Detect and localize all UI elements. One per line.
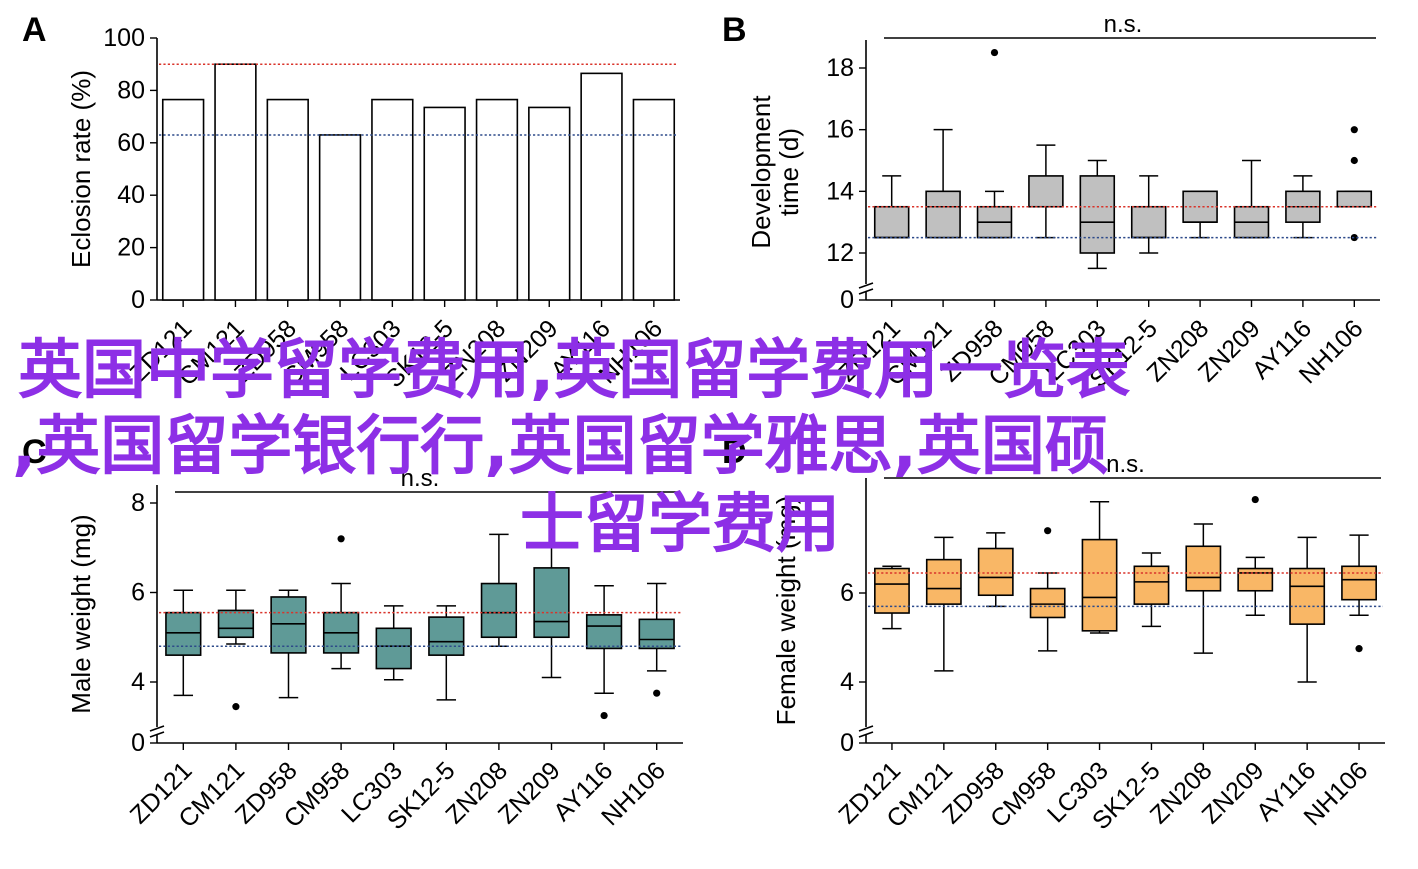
y-tick-label: 8 [131, 489, 145, 517]
box [925, 190, 961, 239]
axis-break-mark [858, 725, 874, 732]
y-tick-label: 0 [131, 286, 145, 314]
bar [214, 63, 257, 301]
axis-break-mark [149, 725, 165, 732]
box [873, 205, 910, 239]
box [428, 616, 465, 656]
box [585, 614, 623, 650]
y-tick-label: 6 [840, 579, 854, 607]
box [165, 611, 202, 656]
box [375, 627, 412, 670]
box [1130, 205, 1167, 239]
y-tick-label: 0 [840, 729, 854, 757]
outlier-point [1044, 527, 1052, 535]
bar [318, 134, 362, 301]
box [1029, 587, 1066, 619]
y-axis-label-line: Development [746, 95, 776, 249]
outlier-point [232, 703, 240, 711]
y-axis-label: Male weight (mg) [66, 514, 96, 713]
bar [371, 98, 414, 301]
y-tick-label: 20 [117, 234, 145, 262]
y-axis-label: Eclosion rate (%) [66, 70, 96, 268]
box [1341, 565, 1377, 601]
box [1185, 545, 1222, 592]
box [638, 618, 675, 650]
box [270, 596, 307, 654]
box [1336, 190, 1373, 208]
axis-break-mark [858, 731, 874, 738]
box [1028, 175, 1064, 208]
y-tick-label: 0 [840, 286, 854, 314]
y-tick-label: 18 [826, 54, 854, 82]
bar [423, 106, 466, 301]
bar [161, 98, 205, 301]
y-tick-label: 60 [117, 129, 145, 157]
y-tick-label: 16 [826, 116, 854, 144]
y-axis-label-line: time (d) [774, 128, 804, 216]
box [217, 609, 255, 639]
y-tick-label: 80 [117, 76, 145, 104]
significance-label: n.s. [1106, 451, 1145, 478]
panel-letter: A [22, 11, 47, 49]
outlier-point [990, 48, 999, 57]
y-tick-label: 4 [131, 668, 145, 696]
y-tick-label: 6 [131, 579, 145, 607]
box [1237, 567, 1274, 592]
box [533, 567, 570, 639]
outlier-point [337, 535, 345, 543]
outlier-point [1355, 645, 1363, 653]
box [1289, 567, 1326, 625]
axis-break-mark [858, 288, 874, 295]
y-axis-label: Developmenttime (d) [746, 95, 804, 249]
box [480, 582, 518, 639]
bar [528, 106, 571, 301]
outlier-point [653, 689, 661, 697]
bar [266, 98, 309, 301]
outlier-point [1350, 156, 1358, 165]
outlier-point [1350, 233, 1358, 242]
y-tick-label: 14 [826, 177, 854, 205]
outlier-point [600, 711, 608, 720]
bar [475, 98, 519, 301]
y-tick-label: 100 [103, 24, 145, 52]
box [925, 558, 962, 605]
y-axis-label: Female weight (mg) [771, 496, 801, 726]
y-tick-label: 0 [131, 729, 145, 757]
box [977, 547, 1014, 597]
outlier-point [1350, 126, 1358, 134]
significance-label: n.s. [1104, 11, 1143, 38]
box [1133, 565, 1170, 605]
panel-letter: D [722, 433, 747, 471]
axis-break-mark [858, 282, 874, 289]
y-tick-label: 12 [826, 239, 854, 267]
y-tick-label: 40 [117, 181, 145, 209]
bar [580, 72, 623, 301]
box [1081, 538, 1118, 632]
y-tick-label: 4 [840, 668, 854, 696]
axis-break-mark [149, 731, 165, 738]
panel-letter: C [22, 433, 47, 471]
outlier-point [1251, 495, 1259, 504]
box [1079, 175, 1116, 254]
bar [632, 98, 676, 301]
significance-label: n.s. [401, 465, 440, 492]
panel-letter: B [722, 11, 747, 49]
